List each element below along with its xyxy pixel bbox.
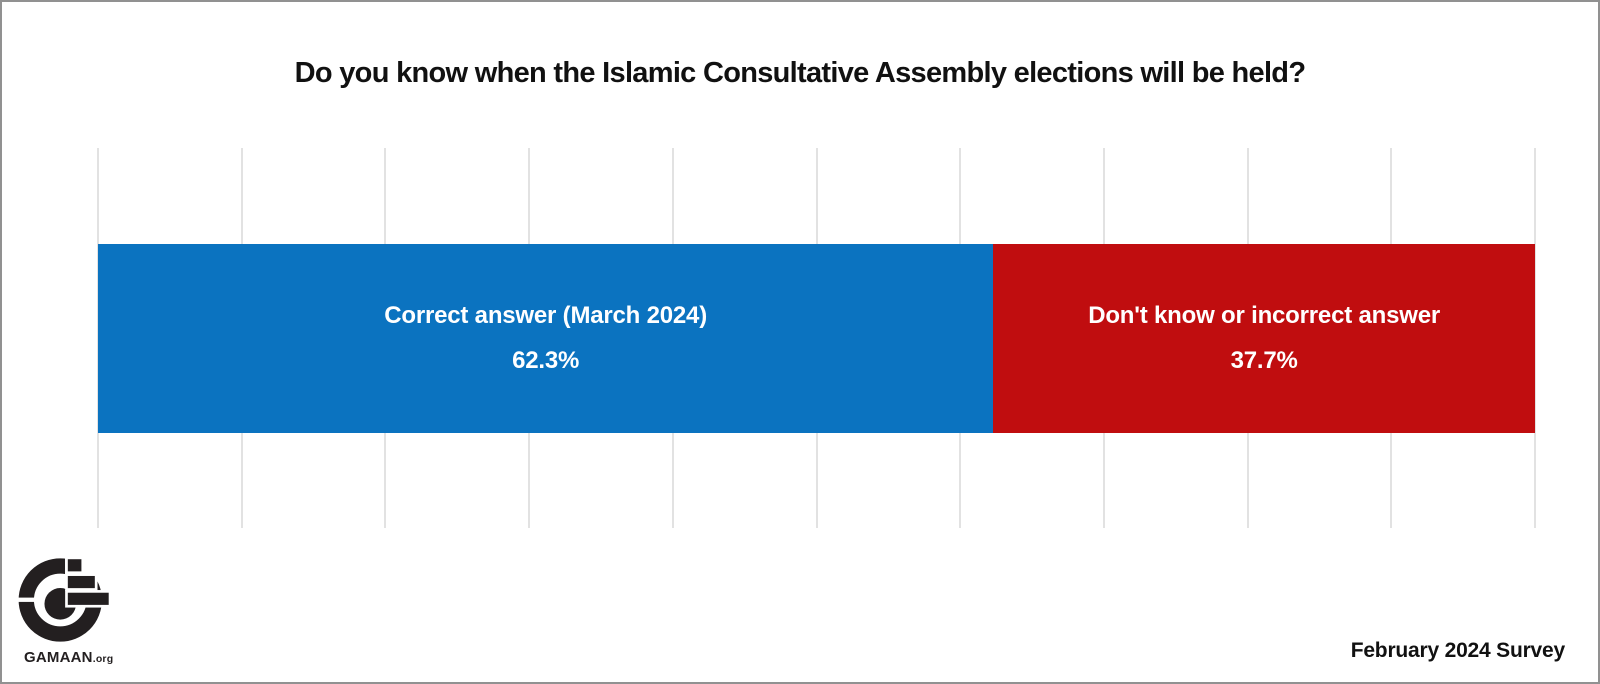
stacked-bar: Correct answer (March 2024) 62.3% Don't … — [98, 244, 1535, 433]
chart-title: Do you know when the Islamic Consultativ… — [294, 57, 1306, 89]
segment-label: Don't know or incorrect answer — [1088, 302, 1440, 329]
segment-label: Correct answer (March 2024) — [384, 302, 707, 329]
segment-value: 37.7% — [1230, 347, 1298, 374]
gridline — [1534, 148, 1536, 528]
gamaan-logo-text: GAMAAN.org — [24, 649, 138, 666]
segment-value: 62.3% — [512, 347, 580, 374]
gamaan-logo-icon — [18, 555, 114, 642]
logo-suffix: .org — [92, 653, 114, 665]
bar-segment-dont-know: Don't know or incorrect answer 37.7% — [993, 244, 1535, 433]
survey-note: February 2024 Survey — [1350, 639, 1565, 662]
logo-name: GAMAAN — [24, 649, 93, 666]
gamaan-logo: GAMAAN.org — [18, 555, 138, 666]
bar-segment-correct-answer: Correct answer (March 2024) 62.3% — [98, 244, 994, 433]
plot-area: Correct answer (March 2024) 62.3% Don't … — [97, 148, 1536, 528]
